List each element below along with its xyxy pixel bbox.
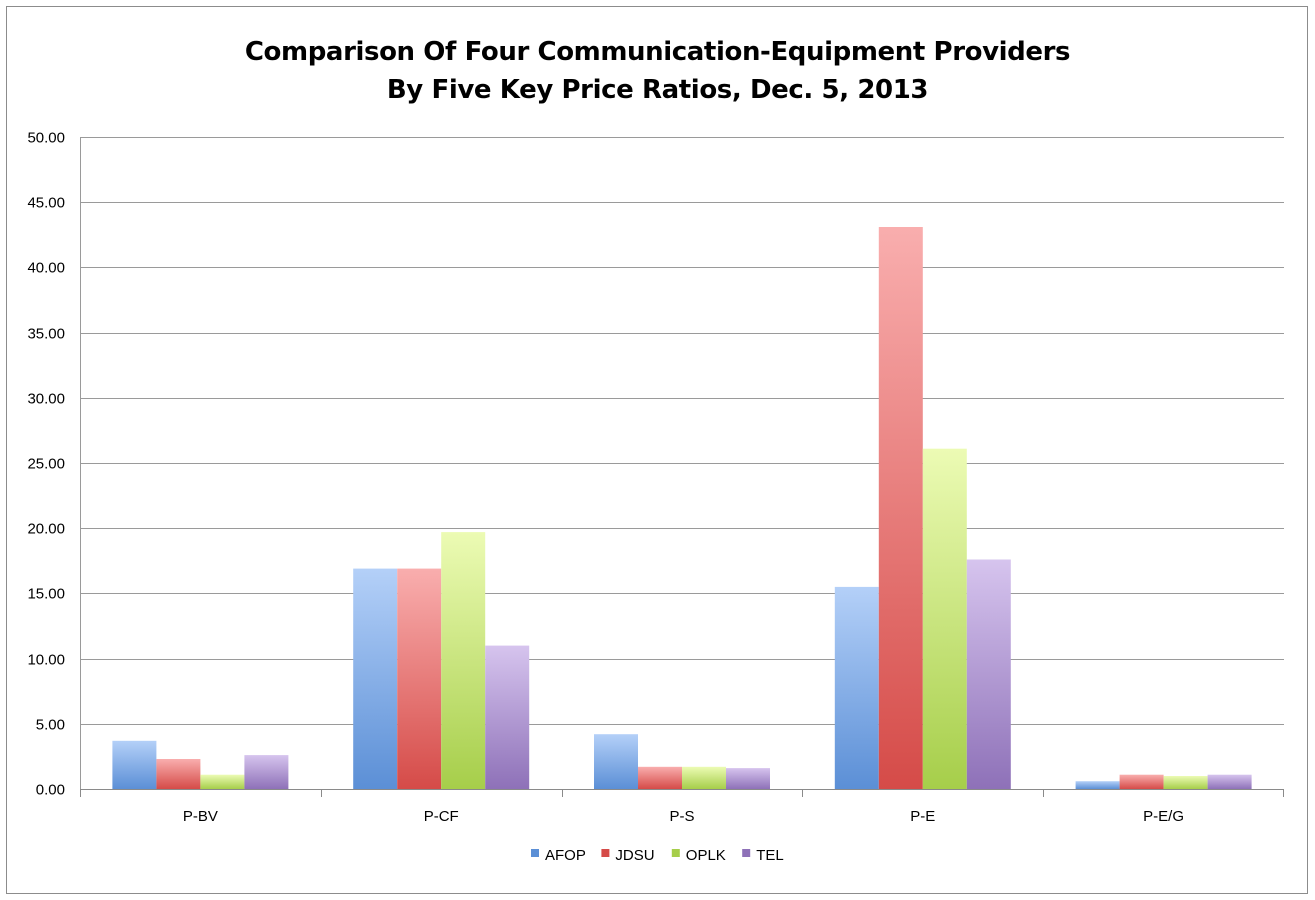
x-category-label: P-E/G	[1143, 808, 1184, 825]
x-category-label: P-E	[910, 808, 935, 825]
bar-tel-p-bv	[244, 755, 289, 789]
bar-afop-p-e-g	[1075, 781, 1120, 789]
bar-afop-p-s	[594, 734, 638, 789]
bar-jdsu-p-bv	[156, 759, 201, 789]
legend-swatch-afop	[531, 849, 539, 857]
bars	[112, 227, 1252, 789]
bar-afop-p-cf	[353, 568, 398, 789]
x-category-label: P-CF	[424, 808, 459, 825]
chart-title-line-1: Comparison Of Four Communication-Equipme…	[244, 37, 1071, 67]
legend: AFOP JDSU OPLK TEL	[531, 847, 784, 864]
gridlines	[80, 137, 1284, 725]
legend-swatch-tel	[742, 849, 751, 857]
bar-jdsu-p-e	[878, 227, 923, 789]
legend-label-afop: AFOP	[545, 847, 586, 864]
bar-tel-p-s	[726, 768, 770, 789]
bar-tel-p-e-g	[1207, 774, 1252, 789]
x-category-label: P-BV	[183, 808, 218, 825]
legend-label-tel: TEL	[756, 847, 784, 864]
legend-label-oplk: OPLK	[686, 847, 726, 864]
y-tick-label: 20.00	[27, 521, 65, 538]
y-axis-ticks: 0.00 5.00 10.00 15.00 20.00 25.00 30.00 35.00 40…	[27, 130, 65, 799]
bar-afop-p-e	[834, 586, 879, 789]
y-tick-label: 35.00	[27, 326, 65, 343]
y-tick-label: 15.00	[27, 586, 65, 603]
y-tick-label: 40.00	[27, 260, 65, 277]
chart-title: Comparison Of Four Communication-Equipme…	[0, 33, 1315, 109]
bar-oplk-p-bv	[200, 774, 245, 789]
bar-afop-p-bv	[112, 740, 157, 789]
legend-swatch-jdsu	[601, 849, 610, 857]
y-tick-label: 50.00	[27, 130, 65, 147]
y-tick-label: 10.00	[27, 652, 65, 669]
y-tick-label: 45.00	[27, 195, 65, 212]
y-tick-label: 25.00	[27, 456, 65, 473]
x-category-label: P-S	[669, 808, 694, 825]
bar-jdsu-p-e-g	[1119, 774, 1164, 789]
y-tick-label: 5.00	[36, 717, 65, 734]
y-tick-label: 0.00	[36, 782, 65, 799]
bar-oplk-p-e	[922, 448, 967, 789]
bar-jdsu-p-s	[638, 766, 682, 789]
legend-swatch-oplk	[671, 849, 680, 857]
legend-label-jdsu: JDSU	[615, 847, 654, 864]
bar-jdsu-p-cf	[397, 568, 442, 789]
x-axis	[80, 137, 1284, 797]
bar-oplk-p-s	[682, 766, 726, 789]
bar-tel-p-e	[966, 559, 1011, 789]
bar-oplk-p-cf	[441, 532, 486, 789]
y-tick-label: 30.00	[27, 391, 65, 408]
bar-oplk-p-e-g	[1163, 776, 1208, 789]
chart-frame	[6, 6, 1308, 894]
chart-title-line-2: By Five Key Price Ratios, Dec. 5, 2013	[386, 75, 929, 105]
x-axis-categories: P-BV P-CF P-S P-E P-E/G	[183, 808, 1184, 825]
bar-tel-p-cf	[485, 645, 530, 789]
